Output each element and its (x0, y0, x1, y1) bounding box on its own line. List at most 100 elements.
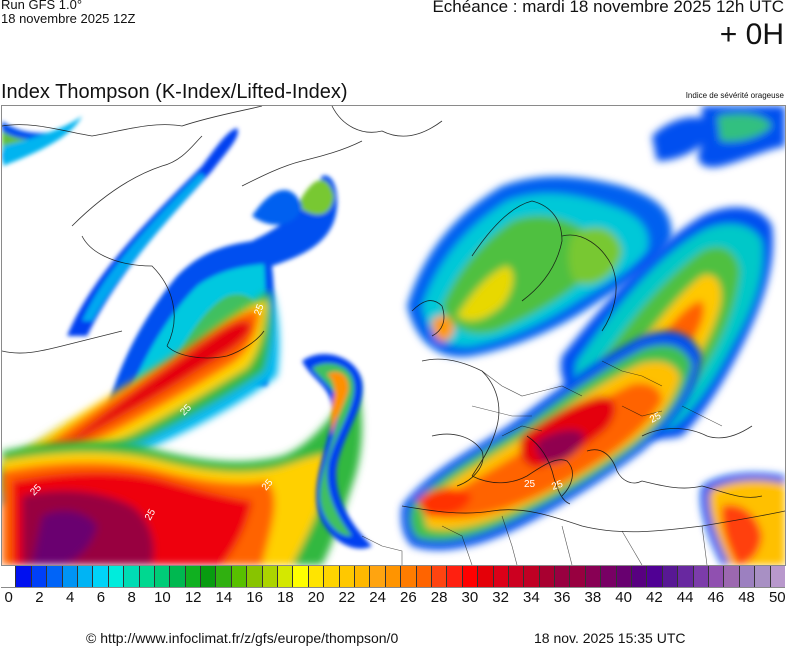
legend-swatch (508, 566, 525, 587)
legend-tick-label: 30 (461, 589, 479, 606)
legend-swatch (124, 566, 140, 587)
legend-swatch (416, 566, 432, 587)
legend-tick-label: 10 (154, 589, 171, 606)
legend-swatch (385, 566, 402, 587)
legend-swatch (601, 566, 617, 587)
legend-swatch (739, 566, 756, 587)
legend-swatch (339, 566, 355, 587)
forecast-valid-time: Echéance : mardi 18 novembre 2025 12h UT… (432, 0, 784, 16)
legend-swatch (324, 566, 340, 587)
legend-tick-label: 46 (707, 589, 725, 606)
legend-tick-label: 4 (66, 589, 75, 606)
legend-swatch (62, 566, 78, 587)
legend-swatch (632, 566, 648, 587)
legend-swatch (108, 566, 125, 587)
country-borders (361, 360, 723, 565)
legend-swatch (693, 566, 709, 587)
legend-tick-label: 32 (492, 589, 509, 606)
legend-swatch (201, 566, 217, 587)
forecast-offset: + 0H (719, 18, 784, 51)
run-date: 18 novembre 2025 12Z (1, 11, 136, 26)
legend-swatch (370, 566, 386, 587)
legend-swatch (293, 566, 309, 587)
field-subtropical-atlantic (2, 376, 362, 565)
contour-label: 25 (524, 479, 536, 490)
legend-tick-label: 22 (338, 589, 356, 606)
legend-swatch (154, 566, 171, 587)
legend-swatch (31, 566, 48, 587)
legend-tick-label: 44 (676, 589, 694, 606)
legend-swatch (278, 566, 294, 587)
legend-swatch (47, 566, 63, 587)
field-mediterranean (401, 331, 702, 550)
contour-label: 25 (550, 479, 565, 493)
legend-swatch (139, 566, 155, 587)
coastlines (2, 106, 785, 533)
legend-swatch (185, 566, 202, 587)
source-credit: © http://www.infoclimat.fr/z/gfs/europe/… (86, 630, 399, 646)
legend-tick-label: 34 (523, 589, 540, 606)
legend-swatch (93, 566, 109, 587)
legend-swatch (708, 566, 725, 587)
legend-tick-label: 20 (307, 589, 325, 606)
legend-swatch (493, 566, 509, 587)
legend-swatch (662, 566, 679, 587)
legend-swatch (1, 566, 17, 587)
legend-swatch (308, 566, 325, 587)
legend-tick-label: 28 (430, 589, 448, 606)
field-scandinavia (407, 176, 672, 357)
legend-swatch (478, 566, 494, 587)
color-legend (1, 565, 785, 588)
legend-tick-label: 42 (645, 589, 663, 606)
contour-label: 25 (143, 507, 158, 523)
legend-swatch (539, 566, 556, 587)
legend-tick-label: 40 (615, 589, 632, 606)
legend-swatch (462, 566, 479, 587)
legend-swatch (262, 566, 279, 587)
legend-tick-label: 16 (246, 589, 263, 606)
color-legend-ticks: 0 2 4 6 8 10 12 14 16 18 20 22 24 26 28 30 32 34 36 38 40 42 4… (0, 589, 786, 609)
legend-swatch (401, 566, 417, 587)
legend-swatch (570, 566, 586, 587)
legend-swatch (585, 566, 602, 587)
legend-tick-label: 24 (369, 589, 386, 606)
legend-swatch (247, 566, 263, 587)
legend-swatch (216, 566, 232, 587)
legend-swatch (231, 566, 248, 587)
legend-swatch (524, 566, 540, 587)
contour-label: 25 (252, 302, 266, 317)
map-subtitle: Indice de sévérité orageuse (685, 91, 784, 100)
legend-swatch (616, 566, 633, 587)
legend-swatch (77, 566, 94, 587)
legend-swatch (16, 566, 32, 587)
legend-swatch (678, 566, 694, 587)
legend-tick-label: 18 (277, 589, 294, 606)
legend-swatch (755, 566, 771, 587)
run-title: Run GFS 1.0° (1, 0, 83, 12)
legend-swatch (354, 566, 371, 587)
legend-tick-label: 2 (35, 589, 44, 606)
legend-tick-label: 0 (4, 589, 13, 606)
legend-swatch (647, 566, 663, 587)
legend-tick-label: 48 (738, 589, 755, 606)
legend-tick-label: 8 (127, 589, 136, 606)
legend-tick-label: 14 (215, 589, 233, 606)
legend-tick-label: 12 (184, 589, 202, 606)
legend-swatch (447, 566, 463, 587)
legend-tick-label: 38 (584, 589, 602, 606)
map-title: Index Thompson (K-Index/Lifted-Index) (1, 81, 348, 103)
legend-swatch (170, 566, 186, 587)
legend-swatch (555, 566, 571, 587)
field-azores (302, 353, 372, 549)
legend-tick-label: 26 (400, 589, 417, 606)
legend-tick-label: 50 (768, 589, 786, 606)
generated-time: 18 nov. 2025 15:35 UTC (534, 630, 686, 646)
legend-swatch (724, 566, 740, 587)
contour-label: 25 (648, 410, 664, 425)
map-canvas: 25 25 25 25 25 25 25 25 25 (2, 106, 785, 565)
legend-tick-label: 6 (96, 589, 106, 606)
thompson-index-map: 25 25 25 25 25 25 25 25 25 (1, 105, 786, 566)
legend-swatch (431, 566, 448, 587)
legend-swatch (770, 566, 785, 587)
legend-tick-label: 36 (553, 589, 571, 606)
